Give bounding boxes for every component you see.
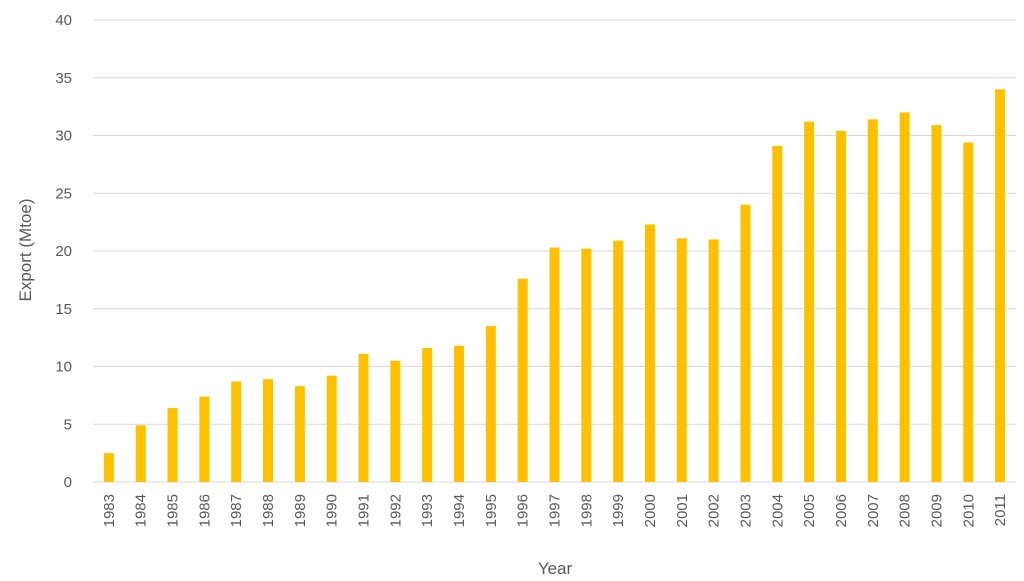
- x-tick-label: 2003: [737, 494, 754, 527]
- x-tick-label: 2001: [674, 494, 691, 527]
- x-tick-label: 1989: [292, 494, 309, 527]
- x-tick-label: 2002: [706, 494, 723, 527]
- y-tick-label: 10: [55, 359, 72, 376]
- bar-2011: [995, 89, 1006, 483]
- x-tick-label: 2011: [992, 494, 1009, 526]
- x-tick-label: 1992: [387, 494, 404, 527]
- bar-2010: [963, 142, 974, 482]
- bar-1997: [549, 247, 560, 482]
- x-tick-label: 1985: [165, 494, 182, 527]
- x-axis-title: Year: [538, 559, 573, 578]
- y-tick-label: 35: [55, 70, 72, 87]
- y-tick-label: 5: [64, 416, 72, 433]
- x-tick-label: 1987: [228, 494, 245, 527]
- x-tick-label: 1998: [578, 494, 595, 527]
- x-tick-label: 2006: [833, 494, 850, 527]
- bar-1998: [581, 248, 592, 482]
- bar-1994: [454, 345, 465, 482]
- bar-1993: [422, 348, 433, 482]
- x-tick-label: 1995: [483, 494, 500, 527]
- x-tick-label: 1991: [356, 494, 373, 527]
- x-tick-label: 2008: [897, 494, 914, 527]
- bar-2001: [676, 238, 687, 482]
- bar-2006: [835, 130, 846, 482]
- x-tick-label: 1993: [419, 494, 436, 527]
- bars: [103, 89, 1006, 483]
- y-tick-labels: 0 5 10 15 20 25 30 35 40: [55, 12, 72, 491]
- y-tick-label: 15: [55, 301, 72, 318]
- x-tick-label: 1999: [610, 494, 627, 527]
- x-tick-label: 1983: [101, 494, 118, 527]
- x-tick-labels: 1983 1984 1985 1986 1987 1988 1989 1990 1991 1992…: [101, 494, 1009, 527]
- x-tick-label: 2000: [642, 494, 659, 527]
- bar-2002: [708, 239, 719, 482]
- x-tick-label: 2004: [769, 494, 786, 527]
- bar-1984: [135, 425, 146, 482]
- bar-1990: [326, 375, 337, 482]
- bar-2004: [772, 145, 783, 482]
- x-tick-label: 1986: [196, 494, 213, 527]
- y-axis-title: Export (Mtoe): [16, 199, 35, 302]
- bar-1995: [485, 326, 496, 482]
- y-tick-label: 20: [55, 243, 72, 260]
- bar-1985: [167, 408, 178, 482]
- x-tick-label: 1997: [547, 494, 564, 527]
- x-tick-label: 2010: [960, 494, 977, 527]
- bar-1983: [103, 453, 114, 482]
- bar-2000: [644, 224, 655, 482]
- bar-1989: [294, 386, 305, 482]
- bar-2007: [867, 119, 878, 482]
- x-tick-label: 1996: [515, 494, 532, 527]
- x-tick-label: 1984: [133, 494, 150, 527]
- bar-2003: [740, 204, 751, 483]
- bar-1992: [390, 360, 401, 482]
- y-tick-label: 30: [55, 128, 72, 145]
- bar-1999: [613, 240, 624, 482]
- bar-1986: [199, 396, 210, 482]
- bar-1996: [517, 278, 528, 482]
- bar-1991: [358, 353, 369, 482]
- bar-2005: [804, 121, 815, 482]
- x-tick-label: 1988: [260, 494, 277, 527]
- x-tick-label: 1990: [324, 494, 341, 527]
- bar-2008: [899, 112, 910, 483]
- y-tick-label: 0: [64, 474, 72, 491]
- x-tick-label: 2007: [865, 494, 882, 527]
- y-tick-label: 25: [55, 185, 72, 202]
- bar-1988: [263, 379, 274, 482]
- y-tick-label: 40: [55, 12, 72, 29]
- bar-1987: [231, 381, 242, 482]
- x-tick-label: 1994: [451, 494, 468, 527]
- x-tick-label: 2005: [801, 494, 818, 527]
- x-tick-label: 2009: [928, 494, 945, 527]
- bar-2009: [931, 125, 942, 482]
